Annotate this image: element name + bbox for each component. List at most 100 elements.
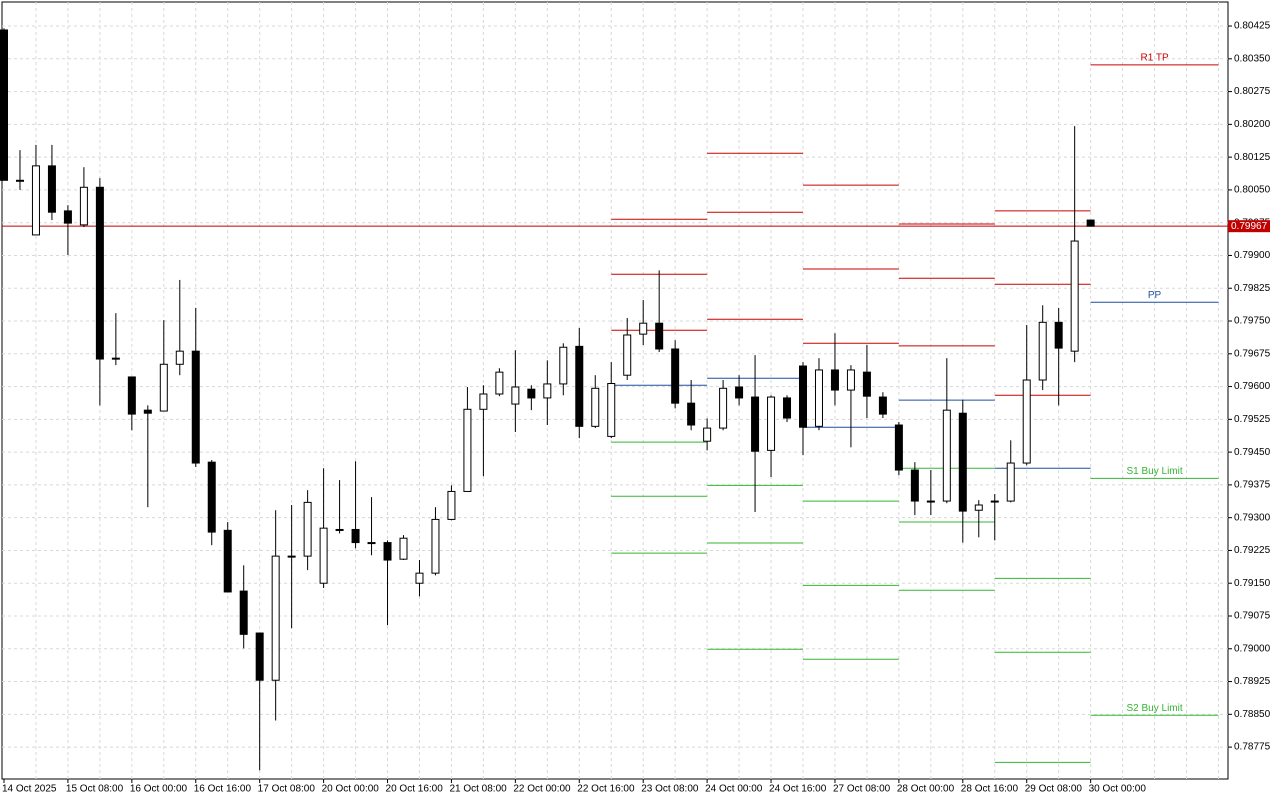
candle-body <box>63 210 72 224</box>
candle-body <box>1086 219 1095 227</box>
y-tick-label: 0.80125 <box>1234 152 1271 163</box>
y-tick-label: 0.79750 <box>1234 316 1271 327</box>
candle-body <box>255 632 264 681</box>
candle-body <box>191 350 200 464</box>
candle-body <box>479 393 488 410</box>
y-tick-label: 0.80050 <box>1234 185 1271 196</box>
candle-body <box>894 424 903 471</box>
candle-body <box>607 383 616 437</box>
y-tick-label: 0.79450 <box>1234 447 1271 458</box>
candle-body <box>655 322 664 350</box>
candle-body <box>95 186 104 360</box>
candle-body <box>671 348 680 404</box>
candle-body <box>207 461 216 533</box>
candle-body <box>0 29 8 181</box>
candle-body <box>447 490 456 520</box>
candle-body <box>974 504 983 511</box>
candle-body <box>799 365 807 428</box>
candle-body <box>527 388 536 399</box>
x-tick-label: 22 Oct 00:00 <box>513 784 571 795</box>
candle-body <box>767 396 776 451</box>
candle-body <box>910 469 919 502</box>
candle-body <box>159 363 168 412</box>
candle-body <box>15 179 24 182</box>
candle-body <box>1070 240 1079 352</box>
candle-body <box>31 165 40 236</box>
x-tick-label: 28 Oct 16:00 <box>961 784 1019 795</box>
candle-body <box>990 500 999 503</box>
candle-body <box>783 397 792 419</box>
candle-body <box>239 590 248 635</box>
candle-body <box>559 346 568 385</box>
x-tick-label: 16 Oct 16:00 <box>194 784 252 795</box>
y-tick-label: 0.79075 <box>1234 611 1271 622</box>
x-tick-label: 20 Oct 16:00 <box>386 784 444 795</box>
candle-body <box>351 528 360 544</box>
y-tick-label: 0.79525 <box>1234 414 1271 425</box>
x-tick-label: 30 Oct 00:00 <box>1089 784 1147 795</box>
x-tick-label: 27 Oct 08:00 <box>833 784 891 795</box>
candle-body <box>623 334 632 376</box>
target-label: S1 Buy Limit <box>1126 466 1182 477</box>
candle-body <box>463 408 472 492</box>
candle-body <box>543 383 552 399</box>
y-tick-label: 0.79600 <box>1234 381 1271 392</box>
y-tick-label: 0.79150 <box>1234 578 1271 589</box>
candle-body <box>431 518 440 574</box>
target-label: R1 TP <box>1140 53 1168 64</box>
candle-body <box>111 357 120 360</box>
candle-body <box>223 529 232 593</box>
candle-body <box>735 386 744 399</box>
candle-body <box>415 572 424 584</box>
y-tick-label: 0.79825 <box>1234 283 1271 294</box>
x-tick-label: 28 Oct 00:00 <box>897 784 955 795</box>
candle-body <box>271 555 280 681</box>
candle-body <box>143 409 152 414</box>
x-tick-label: 24 Oct 00:00 <box>705 784 763 795</box>
candle-body <box>878 396 887 415</box>
x-tick-label: 15 Oct 08:00 <box>66 784 124 795</box>
y-tick-label: 0.80200 <box>1234 119 1271 130</box>
candle-body <box>703 427 712 442</box>
y-tick-label: 0.80425 <box>1234 21 1271 32</box>
y-tick-label: 0.78850 <box>1234 709 1271 720</box>
y-tick-label: 0.78775 <box>1234 742 1271 753</box>
candle-body <box>399 537 408 560</box>
x-tick-label: 29 Oct 08:00 <box>1025 784 1083 795</box>
candle-body <box>175 350 184 365</box>
y-tick-label: 0.79225 <box>1234 545 1271 556</box>
candle-body <box>846 369 855 391</box>
candle-body <box>47 165 56 213</box>
y-tick-label: 0.79000 <box>1234 643 1271 654</box>
y-tick-label: 0.79900 <box>1234 250 1271 261</box>
y-tick-label: 0.80275 <box>1234 86 1271 97</box>
x-tick-label: 20 Oct 00:00 <box>322 784 380 795</box>
candle-body <box>862 371 871 397</box>
x-tick-label: 17 Oct 08:00 <box>258 784 316 795</box>
candle-body <box>1022 379 1031 464</box>
candle-body <box>383 542 392 561</box>
y-tick-label: 0.79675 <box>1234 348 1271 359</box>
candle-body <box>319 527 328 584</box>
candle-body <box>1038 321 1047 381</box>
candle-body <box>79 186 88 226</box>
candle-body <box>958 412 967 512</box>
candle-body <box>830 369 839 391</box>
candle-body <box>751 396 760 452</box>
candle-body <box>926 500 935 503</box>
candle-body <box>591 387 600 427</box>
candle-body <box>1006 462 1015 502</box>
x-tick-label: 21 Oct 08:00 <box>449 784 507 795</box>
x-tick-label: 16 Oct 00:00 <box>130 784 188 795</box>
last-price-box <box>1228 220 1270 233</box>
y-tick-label: 0.78925 <box>1234 676 1271 687</box>
candle-body <box>303 501 312 557</box>
candle-body <box>1054 321 1063 349</box>
candle-body <box>287 555 296 558</box>
x-tick-label: 23 Oct 08:00 <box>641 784 699 795</box>
candle-body <box>575 345 584 427</box>
target-label: S2 Buy Limit <box>1126 703 1182 714</box>
candle-body <box>639 322 648 335</box>
candle-body <box>814 369 823 427</box>
